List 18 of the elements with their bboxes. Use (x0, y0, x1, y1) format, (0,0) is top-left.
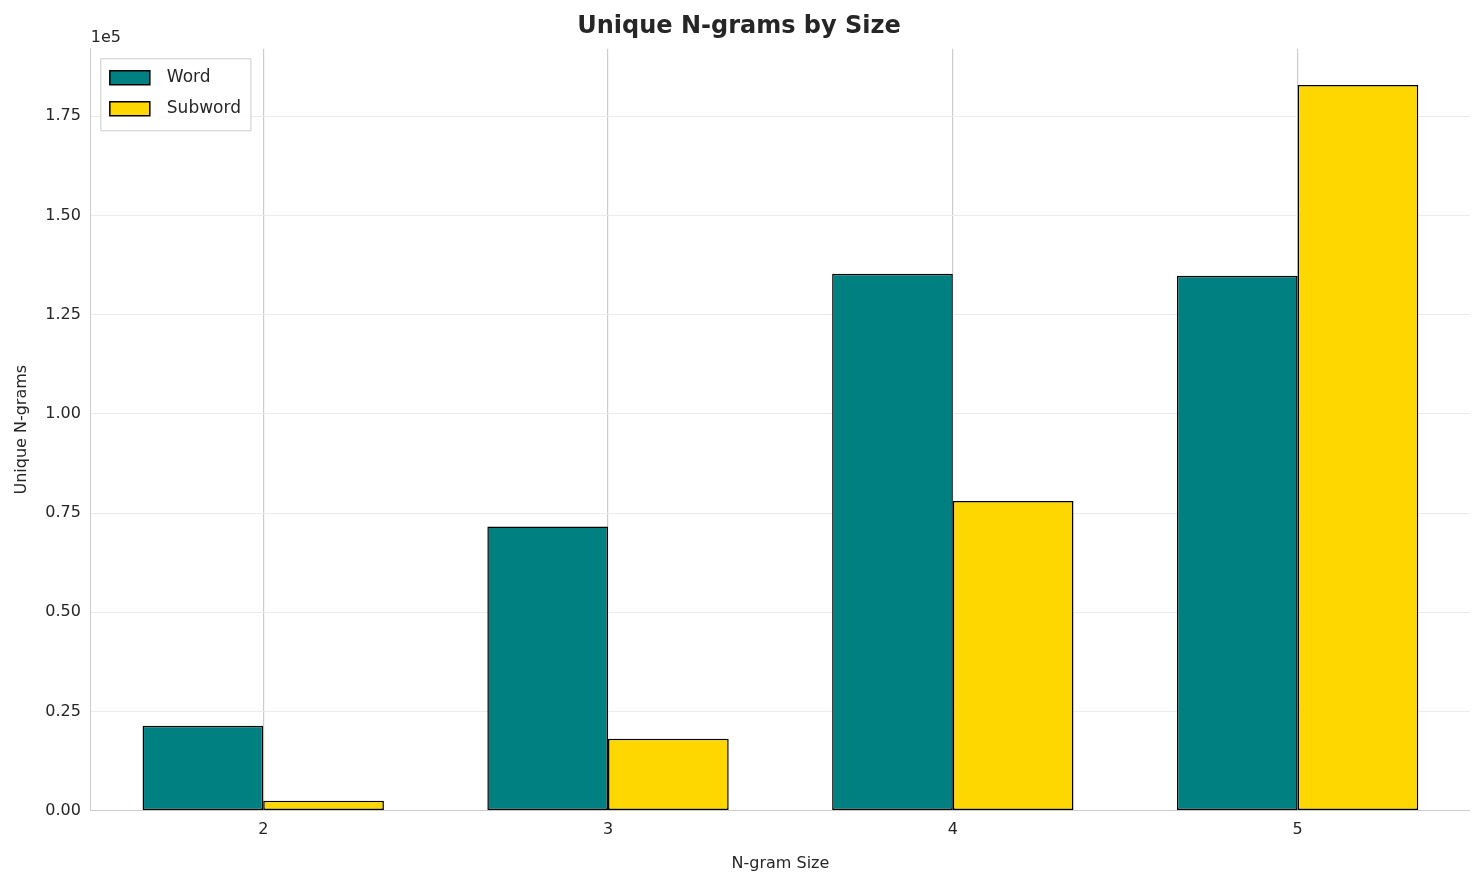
legend-label: Subword (166, 97, 241, 118)
x-tick-label: 4 (947, 819, 958, 839)
x-tick-label: 2 (258, 819, 269, 839)
y-tick-label: 0.25 (45, 700, 81, 720)
x-tick-label: 3 (602, 819, 614, 839)
legend-label: Word (166, 66, 211, 87)
y-tick-label: 0.00 (45, 799, 81, 819)
y-axis-title: Unique N-grams (10, 364, 30, 495)
chart-title: Unique N-grams by Size (577, 10, 901, 39)
y-tick-label: 1.75 (45, 105, 81, 125)
x-axis-title: N-gram Size (731, 852, 830, 872)
y-tick-label: 0.50 (45, 601, 81, 621)
y-tick-label: 1.50 (45, 204, 81, 224)
x-tick-label: 5 (1292, 819, 1303, 839)
y-tick-label: 1.00 (45, 402, 81, 422)
y-tick-label: 1.25 (45, 303, 81, 323)
text: 1e5 (90, 26, 122, 46)
y-tick-label: 0.75 (45, 502, 81, 522)
